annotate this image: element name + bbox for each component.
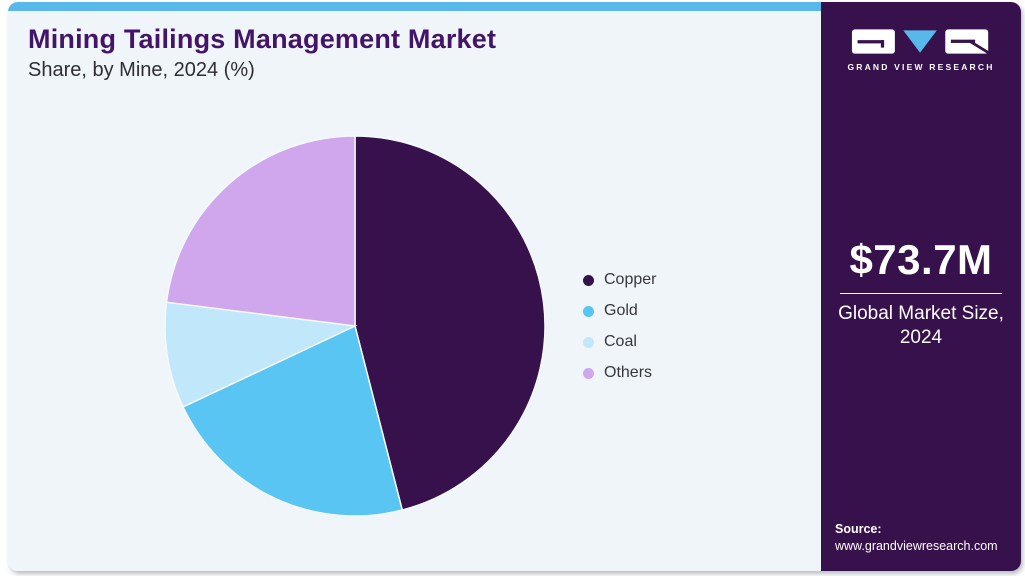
right-sidebar: GRAND VIEW RESEARCH $73.7M Global Market… [821,2,1021,571]
legend-swatch-icon [583,336,594,348]
market-size-value: $73.7M [849,236,993,283]
source-url-link[interactable]: www.grandviewresearch.com [835,539,998,554]
source-block: Source: www.grandviewresearch.com [835,521,998,555]
legend-label: Gold [604,302,638,319]
market-size-block: $73.7M Global Market Size, 2024 [821,236,1021,350]
infographic-banner: Mining Tailings Management Market Share,… [8,2,1021,571]
main-card: Mining Tailings Management Market Share,… [8,2,821,571]
pie-slice-coal [164,301,358,408]
pie-chart [164,135,546,517]
pie-slice-others [165,135,356,327]
page-subtitle: Share, by Mine, 2024 (%) [28,59,255,82]
legend-label: Coal [604,333,637,350]
legend-swatch-icon [583,305,594,317]
legend: Copper Gold Coal Others [583,270,656,383]
page-title: Mining Tailings Management Market [28,24,497,54]
legend-label: Copper [604,271,657,288]
legend-item-gold: Gold [583,301,656,321]
legend-item-coal: Coal [583,332,656,352]
market-size-label: Global Market Size, 2024 [838,303,1004,348]
legend-swatch-icon [583,274,594,286]
pie-chart-container [155,126,555,526]
pie-slice-copper [354,135,546,511]
pie-slice-gold [182,324,404,517]
gvr-logo: GRAND VIEW RESEARCH [821,28,1021,72]
source-label: Source: [835,522,882,537]
legend-label: Others [604,364,653,381]
legend-item-others: Others [583,363,656,383]
legend-item-copper: Copper [583,270,656,290]
gvr-logo-icon [851,29,991,55]
chart-header: Mining Tailings Management Market Share,… [28,24,496,82]
divider [840,293,1002,294]
top-accent-bar [8,2,821,11]
legend-swatch-icon [583,367,594,379]
logo-wordmark: GRAND VIEW RESEARCH [847,62,995,72]
